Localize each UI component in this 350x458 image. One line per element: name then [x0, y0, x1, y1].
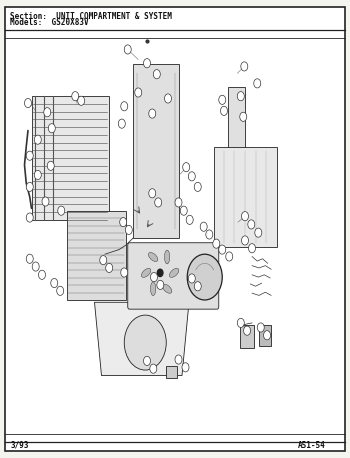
Circle shape — [78, 96, 85, 105]
Ellipse shape — [150, 282, 156, 295]
Circle shape — [135, 88, 142, 97]
Ellipse shape — [141, 268, 151, 278]
Circle shape — [26, 151, 33, 160]
Circle shape — [26, 213, 33, 222]
Text: Models:  GS20X83V: Models: GS20X83V — [10, 18, 89, 27]
Bar — [66, 211, 126, 300]
Circle shape — [149, 109, 156, 118]
Circle shape — [118, 119, 125, 128]
Circle shape — [186, 215, 193, 224]
Circle shape — [264, 331, 271, 340]
Circle shape — [194, 282, 201, 291]
Circle shape — [226, 252, 233, 261]
Circle shape — [26, 182, 33, 191]
FancyBboxPatch shape — [128, 243, 219, 309]
Circle shape — [241, 236, 248, 245]
Bar — [228, 87, 245, 215]
Ellipse shape — [162, 284, 172, 293]
Circle shape — [120, 218, 127, 227]
Circle shape — [100, 256, 107, 265]
Circle shape — [240, 112, 247, 121]
Bar — [133, 64, 178, 238]
Circle shape — [42, 197, 49, 206]
Circle shape — [206, 230, 213, 239]
Circle shape — [194, 182, 201, 191]
Bar — [32, 96, 108, 220]
Bar — [259, 325, 271, 346]
Circle shape — [175, 198, 182, 207]
Circle shape — [48, 124, 55, 133]
Circle shape — [220, 106, 228, 115]
Ellipse shape — [169, 268, 179, 278]
Circle shape — [144, 356, 150, 365]
Circle shape — [248, 220, 255, 229]
Circle shape — [188, 172, 195, 181]
Circle shape — [255, 228, 262, 237]
Circle shape — [175, 355, 182, 364]
FancyBboxPatch shape — [5, 7, 345, 451]
Text: Section:  UNIT COMPARTMENT & SYSTEM: Section: UNIT COMPARTMENT & SYSTEM — [10, 11, 172, 21]
Circle shape — [241, 212, 248, 221]
Circle shape — [121, 268, 128, 277]
Circle shape — [47, 161, 54, 170]
Circle shape — [34, 135, 41, 144]
Circle shape — [164, 94, 172, 103]
Ellipse shape — [148, 252, 158, 262]
Circle shape — [58, 206, 65, 215]
Bar — [240, 325, 254, 348]
Circle shape — [34, 170, 41, 180]
Circle shape — [121, 102, 128, 111]
Circle shape — [32, 262, 39, 271]
Circle shape — [237, 92, 244, 101]
Circle shape — [155, 198, 162, 207]
Circle shape — [106, 263, 113, 273]
Polygon shape — [94, 302, 189, 376]
Circle shape — [248, 244, 256, 253]
Circle shape — [124, 315, 166, 370]
Circle shape — [25, 98, 32, 108]
Circle shape — [241, 62, 248, 71]
Circle shape — [183, 163, 190, 172]
Bar — [214, 147, 276, 247]
Circle shape — [188, 274, 195, 283]
Circle shape — [213, 239, 220, 248]
Text: A51-54: A51-54 — [298, 441, 325, 450]
Circle shape — [38, 270, 46, 279]
Circle shape — [144, 59, 150, 68]
Circle shape — [149, 189, 156, 198]
Circle shape — [219, 245, 226, 254]
Circle shape — [44, 108, 51, 117]
Circle shape — [51, 278, 58, 288]
Circle shape — [153, 70, 160, 79]
Bar — [166, 366, 177, 378]
Circle shape — [219, 95, 226, 104]
Circle shape — [182, 363, 189, 372]
Circle shape — [257, 323, 264, 332]
Circle shape — [157, 280, 164, 289]
Circle shape — [150, 364, 157, 373]
Ellipse shape — [164, 250, 170, 264]
Circle shape — [254, 79, 261, 88]
Circle shape — [180, 206, 187, 215]
Circle shape — [125, 225, 132, 234]
Circle shape — [124, 45, 131, 54]
Circle shape — [187, 254, 222, 300]
Circle shape — [200, 222, 207, 231]
Circle shape — [57, 286, 64, 295]
Circle shape — [26, 254, 33, 263]
Circle shape — [244, 326, 251, 335]
Circle shape — [150, 273, 158, 282]
Circle shape — [157, 269, 163, 277]
Circle shape — [237, 318, 244, 327]
Text: 3/93: 3/93 — [10, 441, 29, 450]
Circle shape — [72, 92, 79, 101]
